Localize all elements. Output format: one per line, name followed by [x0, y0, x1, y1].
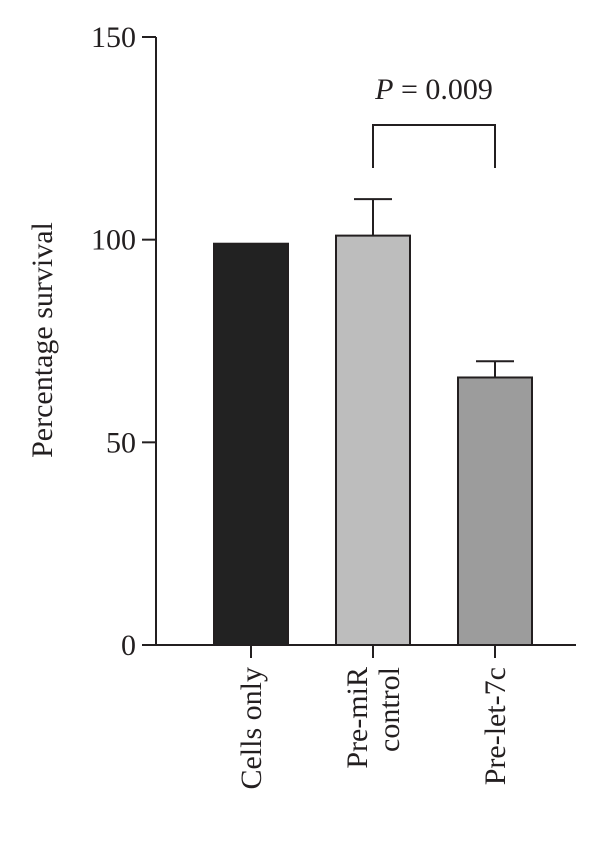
bar — [335, 234, 411, 646]
significance-bracket — [372, 124, 496, 168]
significance-annotation: P = 0.009 — [372, 73, 496, 168]
y-tick-label: 0 — [121, 629, 136, 662]
y-tick-label: 100 — [91, 224, 136, 257]
axes: 0 50 100 150 Cells only Pre-miR control Pre-let… — [91, 21, 576, 790]
p-value: = 0.009 — [393, 73, 492, 106]
p-value-label: P = 0.009 — [374, 73, 493, 106]
y-tick-label: 50 — [106, 426, 136, 459]
x-category-label: Pre-let-7c — [479, 667, 512, 785]
x-category-label: Pre-miR — [341, 667, 374, 769]
y-axis-title: Percentage survival — [26, 222, 59, 458]
y-tick-label: 150 — [91, 21, 136, 54]
x-category-label: Cells only — [235, 667, 268, 790]
p-symbol: P — [374, 73, 393, 106]
bar — [213, 242, 289, 646]
bar — [457, 376, 533, 646]
x-category-label: control — [373, 667, 406, 752]
bars — [213, 198, 533, 646]
